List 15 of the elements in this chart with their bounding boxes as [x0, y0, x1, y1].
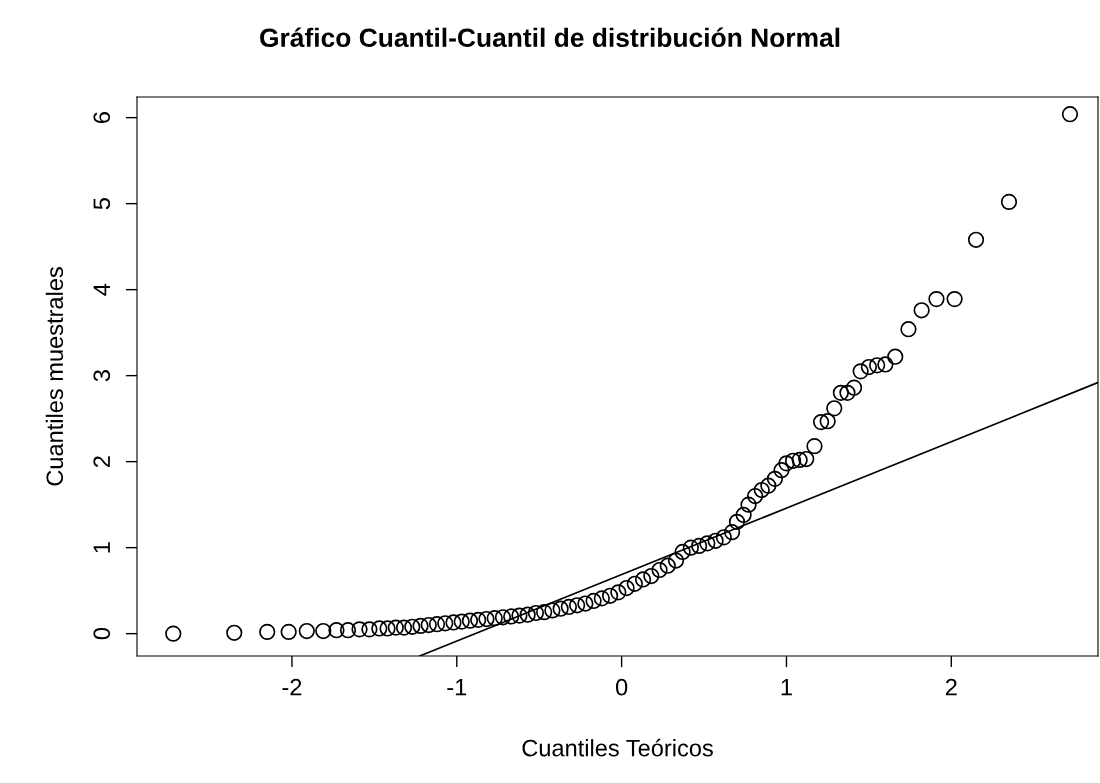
y-tick-label: 5: [93, 198, 111, 210]
chart-title: Gráfico Cuantil-Cuantil de distribución Normal: [260, 27, 840, 48]
x-axis-title: Cuantiles Teóricos: [522, 738, 713, 757]
x-tick-label: -1: [447, 679, 467, 696]
y-tick-label: 6: [93, 112, 111, 124]
y-tick-label: 1: [93, 542, 110, 553]
x-tick-label: 0: [615, 678, 628, 696]
y-tick-label: 4: [93, 283, 110, 296]
y-tick-label: 0: [93, 628, 111, 640]
x-tick-label: 2: [945, 678, 957, 696]
x-tick-label: 1: [781, 679, 792, 696]
x-tick-label: -2: [282, 678, 302, 696]
y-tick-label: 3: [93, 370, 111, 382]
y-axis-title: Cuantiles muestrales: [45, 267, 64, 486]
y-tick-label: 2: [93, 456, 110, 468]
